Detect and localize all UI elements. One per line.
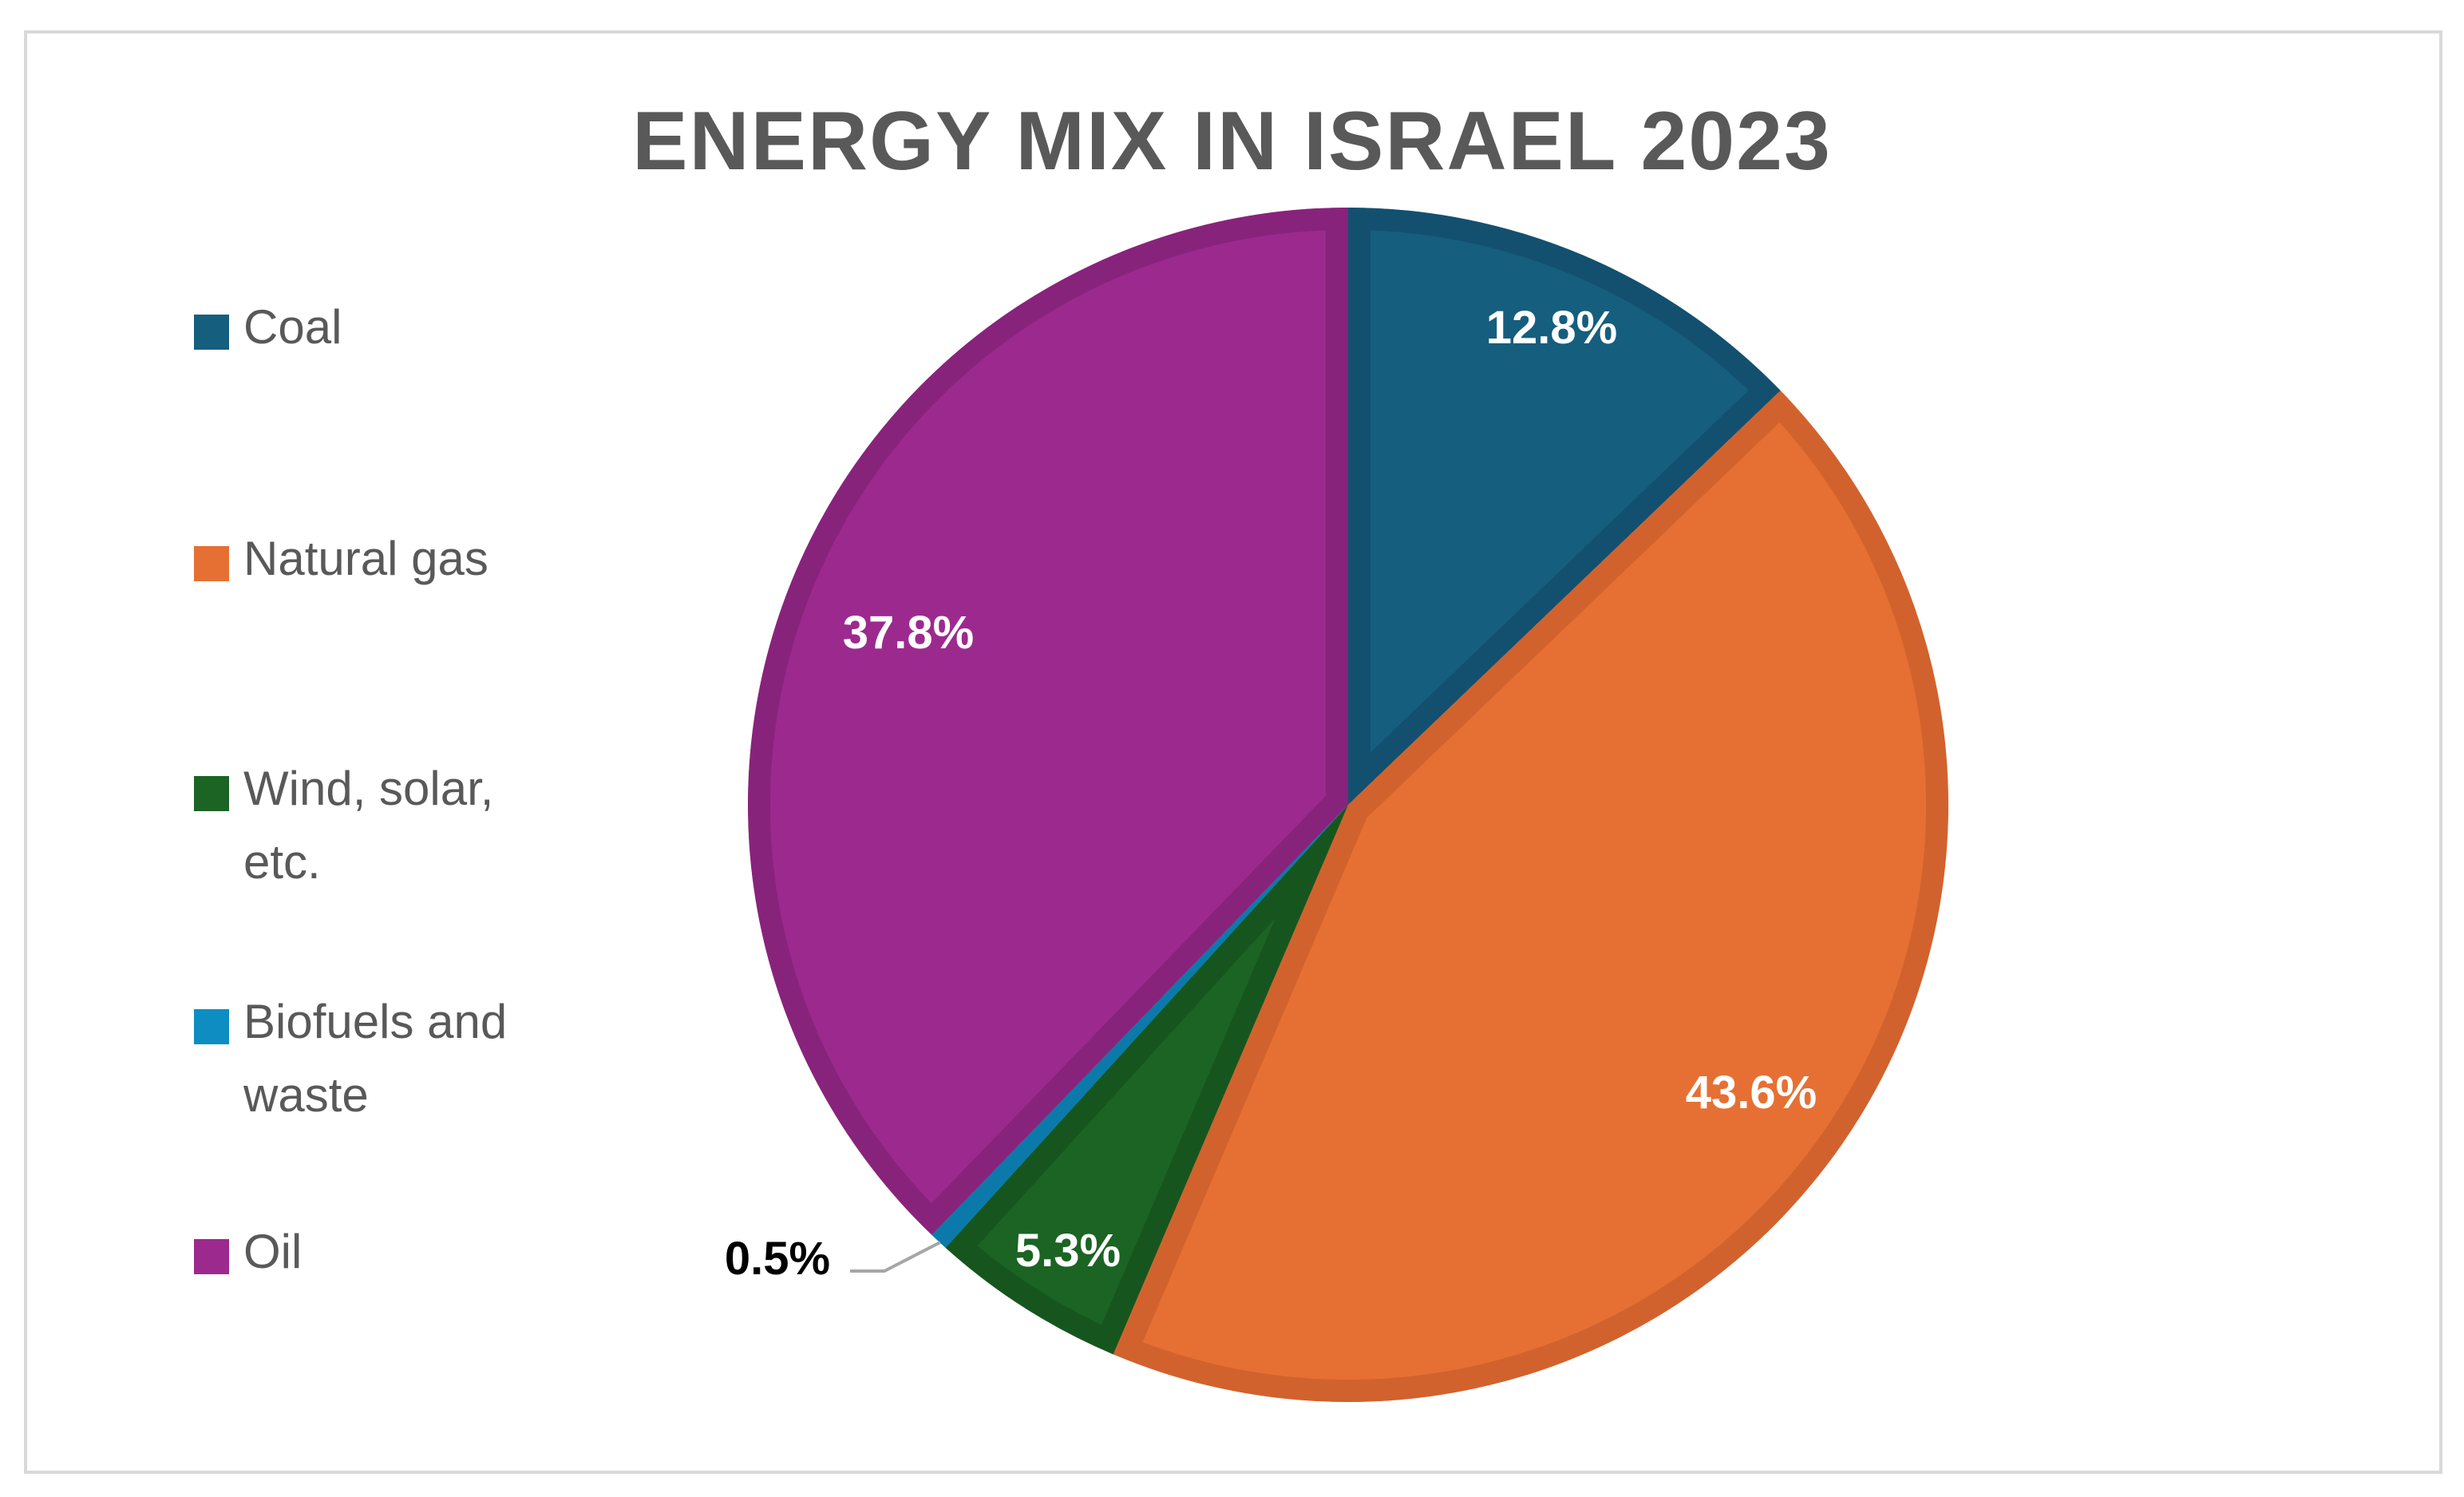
- data-label: 43.6%: [1686, 1067, 1817, 1119]
- legend-label: Oil: [243, 1225, 303, 1278]
- pie-slice-natural-gas: [1113, 390, 1948, 1402]
- chart-title: ENERGY MIX IN ISRAEL 2023: [632, 95, 1832, 188]
- legend-item: Oil: [194, 1225, 579, 1289]
- legend-swatch: [194, 1009, 229, 1044]
- legend-swatch: [194, 1239, 229, 1274]
- data-label: 5.3%: [1015, 1225, 1121, 1277]
- data-label: 12.8%: [1486, 302, 1617, 354]
- legend-swatch: [194, 776, 229, 811]
- legend-label: Natural gas: [243, 532, 488, 585]
- legend-item: Natural gas: [194, 532, 579, 596]
- data-label: 37.8%: [843, 607, 974, 659]
- legend-item: Wind, solar, etc.: [194, 762, 579, 899]
- legend-item: Coal: [194, 300, 579, 364]
- pie-slice-wind-solar-etc: [945, 805, 1348, 1355]
- leader-line: [850, 1241, 941, 1273]
- legend-item: Biofuels and waste: [194, 995, 579, 1132]
- data-label: 0.5%: [725, 1233, 830, 1285]
- legend-swatch: [194, 546, 229, 581]
- legend-label: Coal: [243, 300, 342, 354]
- pie-slice-coal: [1348, 208, 1781, 805]
- legend-label: Wind, solar, etc.: [243, 762, 494, 889]
- legend-swatch: [194, 315, 229, 350]
- pie-slice-oil: [747, 207, 1348, 1235]
- legend-label: Biofuels and waste: [243, 995, 508, 1122]
